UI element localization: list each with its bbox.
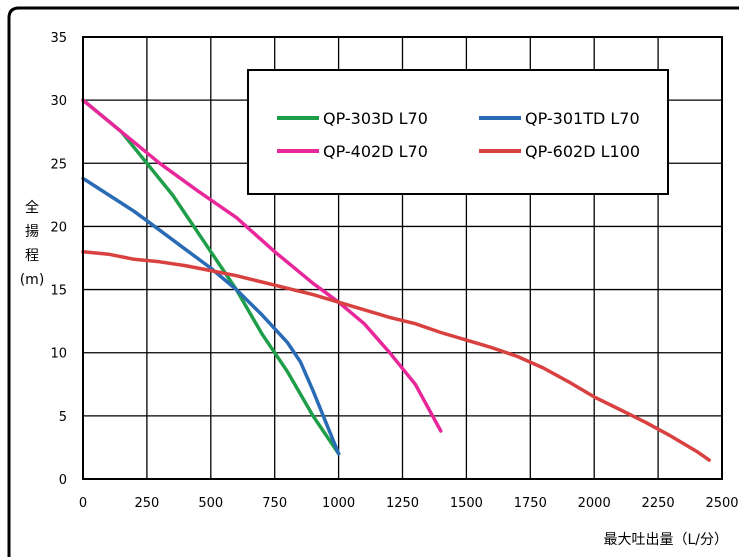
y-tick-label: 15 [50,284,67,299]
y-tick-label: 5 [59,410,67,425]
series-line [81,176,341,456]
y-tick-label: 25 [50,157,67,172]
legend-label: QP-402D L70 [323,142,428,161]
x-tick-label: 2000 [578,496,611,511]
series-line [81,98,443,433]
legend: QP-303D L70 QP-301TD L70 QP-402D L70 QP-602… [247,69,669,195]
x-tick-label: 1250 [386,496,419,511]
x-tick-label: 750 [262,496,287,511]
y-axis-label: 全揚程(m) [20,199,45,288]
series-line [81,98,341,456]
outer-border [7,6,739,557]
x-tick-label: 250 [134,496,159,511]
legend-box [247,69,669,195]
y-tick-label: 35 [50,31,67,46]
y-tick-label: 0 [59,473,67,488]
y-tick-label: 30 [50,94,67,109]
x-tick-label: 1000 [322,496,355,511]
series-layer [81,98,711,462]
legend-label: QP-301TD L70 [525,109,640,128]
x-tick-label: 2250 [642,496,675,511]
legend-label: QP-602D L100 [525,142,640,161]
plot-border [82,36,723,480]
series-line [81,249,711,462]
y-tick-label: 10 [50,347,67,362]
x-axis-label: 最大吐出量（L/分） [603,532,728,548]
x-tick-label: 1500 [450,496,483,511]
x-tick-label: 1750 [514,496,547,511]
tick-layer: 0 250 500 750 1000 1250 1500 1750 2000 2250 2500 0 5… [50,31,738,511]
x-tick-label: 0 [79,496,87,511]
y-tick-label: 20 [50,220,67,235]
legend-label: QP-303D L70 [323,109,428,128]
x-tick-label: 500 [198,496,223,511]
x-tick-label: 2500 [705,496,738,511]
